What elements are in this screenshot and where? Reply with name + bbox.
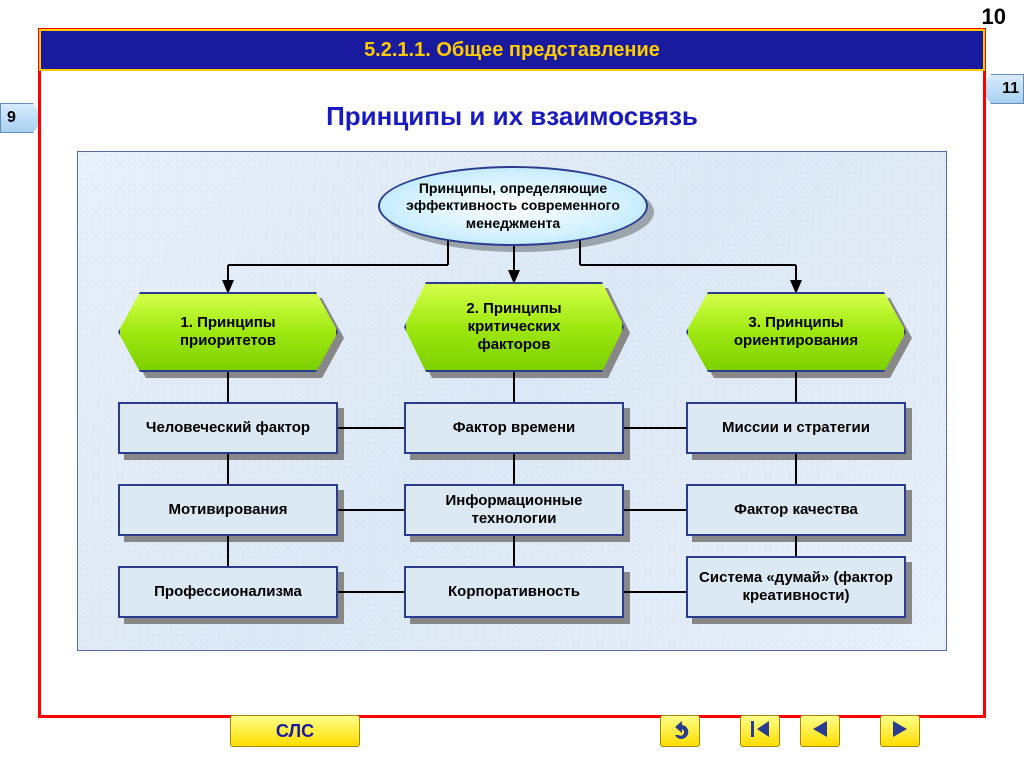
leaf-box-2-1: Фактор времени bbox=[404, 402, 624, 454]
prev-icon bbox=[809, 719, 831, 744]
category-label: 1. Принципы приоритетов bbox=[118, 292, 338, 372]
nav-prev-button[interactable] bbox=[800, 715, 840, 747]
nav-return-button[interactable] bbox=[660, 715, 700, 747]
diagram-canvas: Принципы, определяющие эффективность сов… bbox=[77, 151, 947, 651]
sls-button[interactable]: СЛС bbox=[230, 715, 360, 747]
leaf-box-3-2: Фактор качества bbox=[686, 484, 906, 536]
next-icon bbox=[889, 719, 911, 744]
return-icon bbox=[669, 719, 691, 744]
nav-prev-label: 9 bbox=[7, 109, 16, 127]
slide-subtitle: Принципы и их взаимосвязь bbox=[41, 101, 983, 132]
header-bar: 5.2.1.1. Общее представление bbox=[39, 29, 985, 71]
root-node: Принципы, определяющие эффективность сов… bbox=[378, 166, 648, 246]
nav-next-button[interactable] bbox=[880, 715, 920, 747]
root-label: Принципы, определяющие эффективность сов… bbox=[394, 180, 632, 233]
leaf-label: Фактор времени bbox=[404, 402, 624, 454]
leaf-label: Фактор качества bbox=[686, 484, 906, 536]
category-label: 2. Принципы критических факторов bbox=[404, 282, 624, 372]
leaf-box-1-1: Человеческий фактор bbox=[118, 402, 338, 454]
category-hex-3: 3. Принципы ориентирования bbox=[686, 292, 906, 372]
leaf-label: Человеческий фактор bbox=[118, 402, 338, 454]
leaf-label: Миссии и стратегии bbox=[686, 402, 906, 454]
first-icon bbox=[749, 719, 771, 744]
leaf-box-2-2: Информационные технологии bbox=[404, 484, 624, 536]
header-title: 5.2.1.1. Общее представление bbox=[364, 39, 660, 62]
leaf-box-1-2: Мотивирования bbox=[118, 484, 338, 536]
leaf-label: Профессионализма bbox=[118, 566, 338, 618]
leaf-box-3-3: Система «думай» (фактор креативности) bbox=[686, 556, 906, 618]
page-number-top: 10 bbox=[982, 4, 1006, 30]
leaf-label: Корпоративность bbox=[404, 566, 624, 618]
category-hex-2: 2. Принципы критических факторов bbox=[404, 282, 624, 372]
leaf-label: Мотивирования bbox=[118, 484, 338, 536]
leaf-box-1-3: Профессионализма bbox=[118, 566, 338, 618]
category-hex-1: 1. Принципы приоритетов bbox=[118, 292, 338, 372]
category-label: 3. Принципы ориентирования bbox=[686, 292, 906, 372]
leaf-label: Система «думай» (фактор креативности) bbox=[686, 556, 906, 618]
leaf-box-3-1: Миссии и стратегии bbox=[686, 402, 906, 454]
nav-next-slide-arrow[interactable]: 11 bbox=[980, 74, 1024, 104]
sls-label: СЛС bbox=[276, 721, 314, 742]
leaf-label: Информационные технологии bbox=[404, 484, 624, 536]
slide-frame: 5.2.1.1. Общее представление Принципы и … bbox=[38, 28, 986, 718]
leaf-box-2-3: Корпоративность bbox=[404, 566, 624, 618]
nav-first-button[interactable] bbox=[740, 715, 780, 747]
nav-next-label: 11 bbox=[1002, 80, 1019, 98]
